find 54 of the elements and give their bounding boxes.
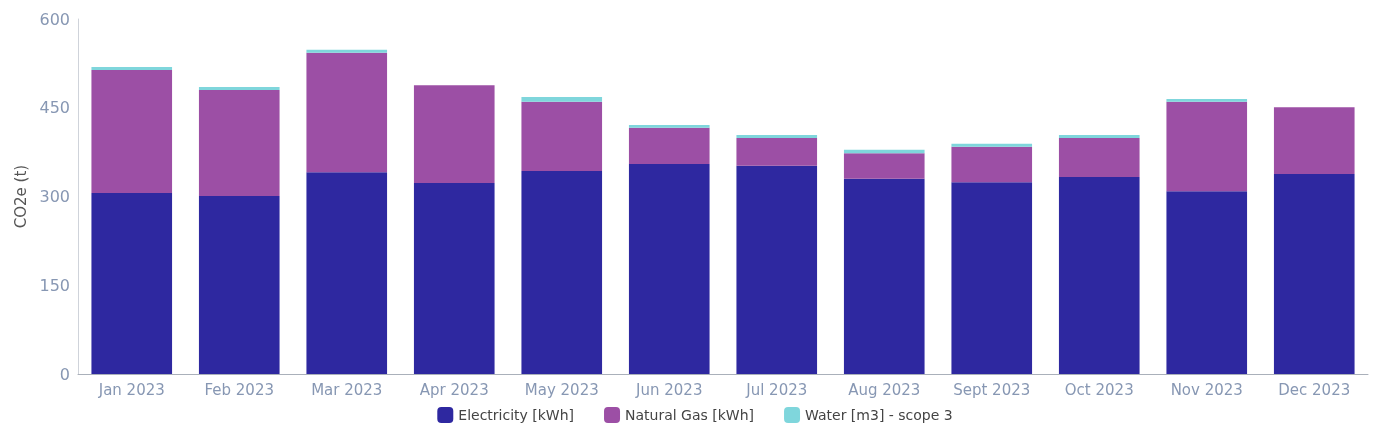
y-tick-label: 300 [39, 187, 70, 206]
bar [91, 192, 173, 374]
bar [1273, 174, 1355, 374]
bar [198, 87, 280, 90]
bar [951, 182, 1033, 374]
bar [628, 124, 710, 128]
y-tick-label: 0 [59, 364, 70, 384]
x-tick-label: Oct 2023 [1064, 380, 1134, 399]
bar [1273, 107, 1355, 175]
bar [1058, 137, 1140, 177]
x-tick-label: Aug 2023 [848, 380, 921, 399]
bar [91, 69, 173, 193]
bar [1166, 101, 1248, 192]
bar [521, 101, 603, 172]
bar [628, 127, 710, 164]
x-tick-label: Mar 2023 [311, 380, 383, 399]
x-tick-label: Dec 2023 [1278, 380, 1351, 399]
x-tick-label: May 2023 [524, 380, 599, 399]
bar [521, 171, 603, 374]
bar [1058, 134, 1140, 138]
bar [306, 49, 388, 53]
legend-label: Natural Gas [kWh] [625, 407, 755, 423]
bar [91, 66, 173, 70]
y-axis-title: CO2e (t) [12, 164, 31, 229]
bar [1166, 191, 1248, 374]
x-tick-label: Nov 2023 [1170, 380, 1243, 399]
bar [736, 137, 818, 166]
x-tick-label: Jul 2023 [745, 380, 808, 399]
x-tick-label: Sept 2023 [953, 380, 1031, 399]
bar [843, 178, 925, 374]
bar [413, 85, 495, 183]
bar [736, 134, 818, 138]
bar [521, 97, 603, 102]
x-tick-label: Feb 2023 [204, 380, 274, 399]
x-tick-label: Apr 2023 [419, 380, 489, 399]
bar [198, 195, 280, 374]
legend-label: Electricity [kWh] [458, 407, 575, 423]
bar [843, 153, 925, 179]
x-tick-label: Jun 2023 [635, 380, 703, 399]
bar [306, 52, 388, 173]
y-tick-label: 600 [39, 9, 70, 29]
bar [951, 143, 1033, 147]
bar [306, 172, 388, 374]
y-tick-label: 450 [39, 98, 70, 118]
bar [1166, 98, 1248, 102]
legend-label: Water [m3] - scope 3 [805, 407, 953, 423]
y-tick-label: 150 [39, 275, 70, 295]
bar [413, 182, 495, 374]
x-tick-label: Jan 2023 [97, 380, 165, 399]
bar [628, 163, 710, 374]
bar [951, 146, 1033, 183]
bar [198, 90, 280, 196]
bar [1058, 176, 1140, 374]
bar [736, 165, 818, 374]
